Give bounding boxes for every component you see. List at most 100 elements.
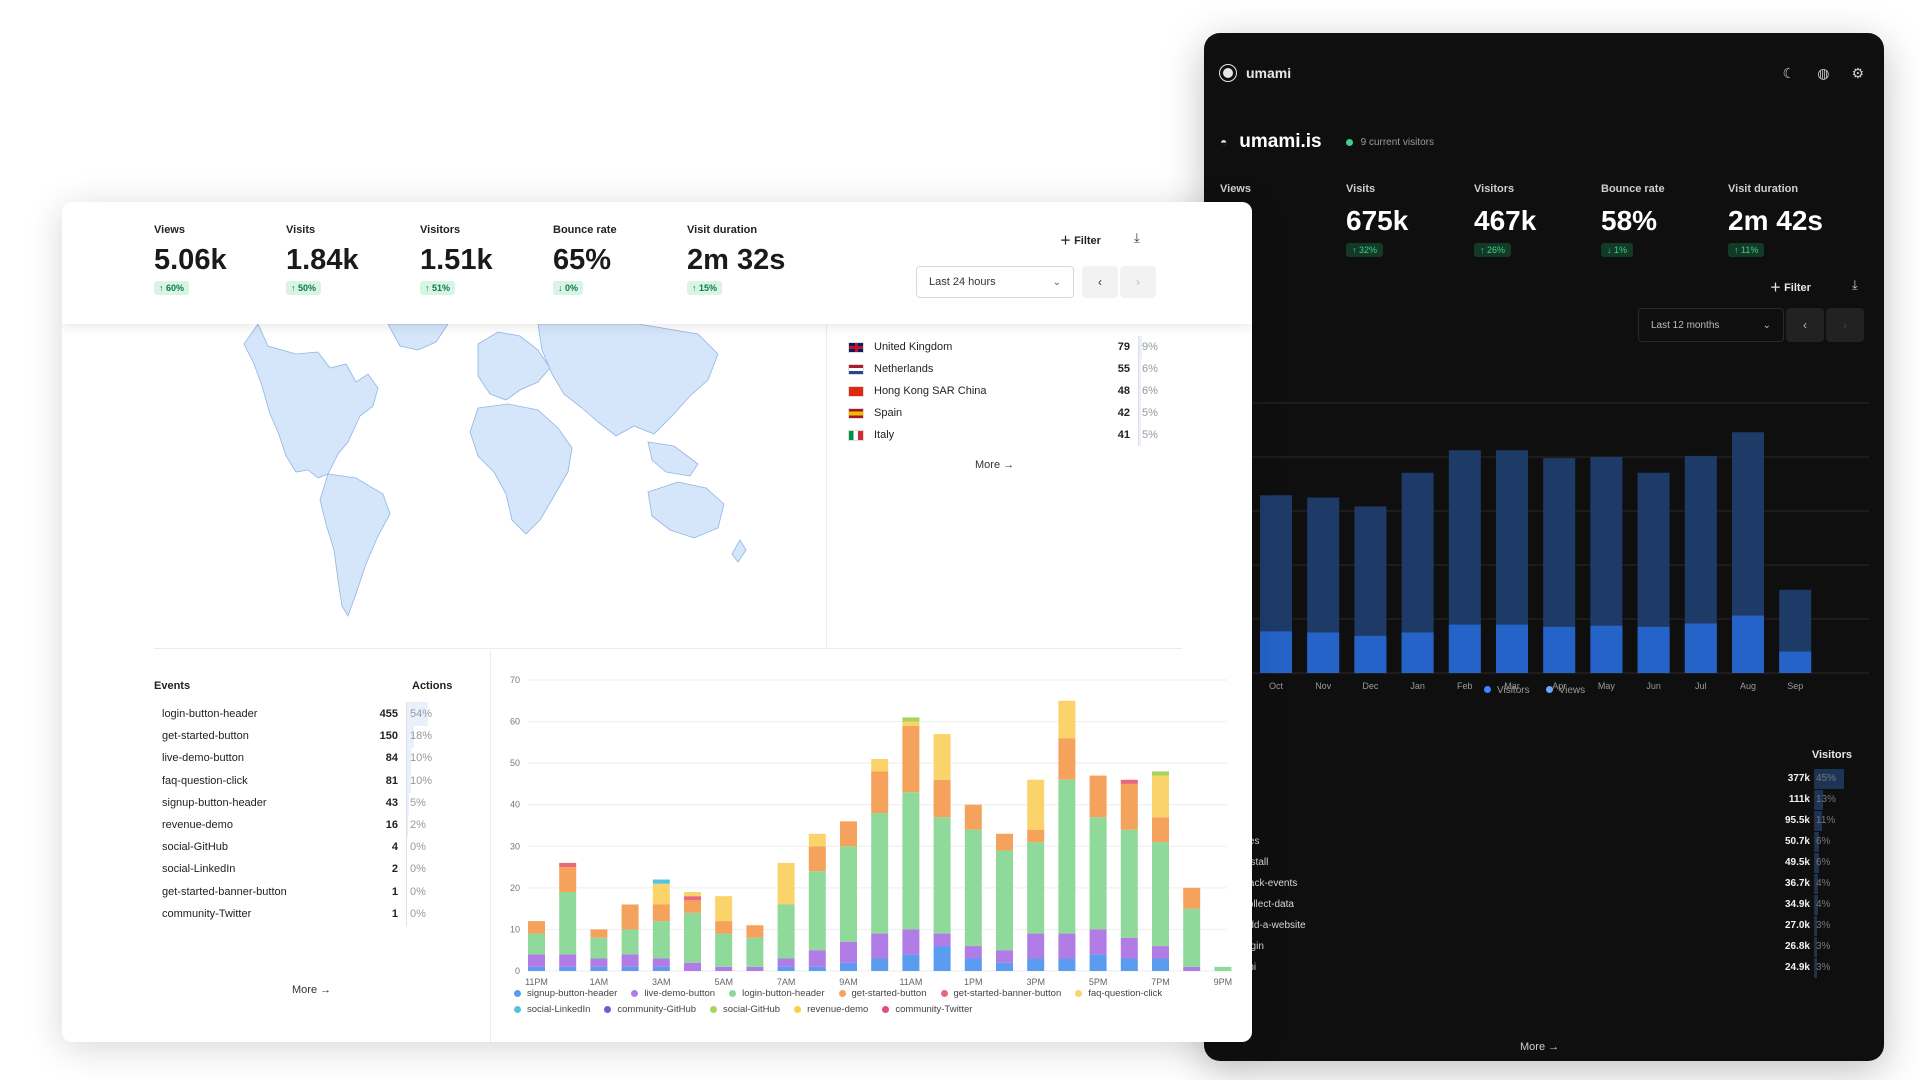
legend-item[interactable]: get-started-button [838,988,927,999]
legend-item[interactable]: social-LinkedIn [514,1004,590,1015]
legend-label: Visitors [1497,685,1530,696]
previous-period-button[interactable]: ‹ [1082,266,1118,298]
page-row[interactable]: 95.5k 11% [1204,811,1884,831]
gear-icon[interactable]: ⚙ [1851,64,1864,81]
visitors-bar [1779,651,1812,673]
world-map[interactable] [178,324,898,654]
legend-views[interactable]: Views [1545,685,1586,696]
bar-segment [933,817,951,934]
next-period-button[interactable]: › [1120,266,1156,298]
legend-item[interactable]: login-button-header [729,988,825,999]
metric-label: Views [1220,183,1251,195]
page-visitors: 49.5k [1784,857,1810,868]
legend-item[interactable]: community-GitHub [604,1004,696,1015]
legend-item[interactable]: revenue-demo [794,1004,868,1015]
metric-visit-duration[interactable]: Visit duration 2m 32s ↑ 15% [687,224,785,296]
metric-value: 2m 32s [687,244,786,276]
country-row[interactable]: Spain 42 5% [848,402,1178,424]
metric-visits[interactable]: Visits 1.84k ↑ 50% [286,224,359,296]
bar-segment [964,958,982,971]
flag-nl-icon [848,364,864,375]
page-row[interactable]: /install 49.5k 6% [1204,853,1884,873]
globe-icon[interactable]: ◍ [1817,64,1830,81]
page-percent: 4% [1816,878,1831,889]
page-row[interactable]: /login26.8k3% [1204,937,1884,957]
bar-segment [590,966,608,971]
visitors-bar [1260,631,1292,673]
bar-segment [808,871,826,951]
legend-dot-icon [604,1006,612,1013]
metric-change: ↑ 60% [154,281,190,295]
bar-segment [1183,966,1201,971]
date-range-select[interactable]: Last 24 hours ⌄ [916,266,1074,298]
filter-button[interactable]: ＋ Filter [1060,232,1101,248]
metric-visitors[interactable]: Visitors 467k ↑ 26% [1474,183,1536,258]
filter-button[interactable]: ＋ Filter [1770,279,1811,295]
page-row[interactable]: /add-a-website 27.0k 3% [1204,916,1884,936]
countries-more-link[interactable]: More → [975,459,1015,471]
metric-visit-duration[interactable]: Visit duration 2m 42s ↑ 11% [1728,183,1823,258]
country-percent-fill [1139,380,1142,402]
page-row[interactable]: /api24.9k3% [1204,958,1884,978]
page-row[interactable]: 377k 45% [1204,769,1884,789]
page-row[interactable]: ures50.7k6% [1204,832,1884,852]
legend-item[interactable]: social-GitHub [710,1004,780,1015]
pages-more-link[interactable]: More → [1520,1041,1560,1053]
page-row[interactable]: ng111k13% [1204,790,1884,810]
y-tick-label: 70 [510,675,520,685]
download-icon[interactable]: ⤓ [1852,277,1858,292]
metric-label: Visit duration [1728,183,1799,195]
legend-item[interactable]: get-started-banner-button [940,988,1061,999]
download-icon[interactable]: ⤓ [1134,230,1140,245]
metric-views[interactable]: Views 5.06k ↑ 60% [154,224,227,296]
metric-visitors[interactable]: Visitors 1.51k ↑ 51% [420,224,493,296]
bar-segment [590,937,608,959]
dark-top-bar: umami ☾ ◍ ⚙ [1220,61,1864,85]
metric-bounce-rate[interactable]: Bounce rate 58% ↓ 1% [1601,183,1665,258]
next-period-button[interactable]: › [1826,308,1864,342]
event-percent-bar [406,835,444,860]
legend-item[interactable]: live-demo-button [631,988,715,999]
page-row[interactable]: /collect-data 34.9k 4% [1204,895,1884,915]
y-tick-label: 50 [510,758,520,768]
bar-segment [1152,817,1169,843]
bar-segment [1152,958,1169,971]
page-row[interactable]: /track-events 36.7k 4% [1204,874,1884,894]
event-percent-bar [406,790,444,815]
country-row[interactable]: United Kingdom 79 9% [848,336,1178,358]
legend-label: Views [1558,685,1586,696]
event-name: login-button-header [162,708,258,720]
event-row[interactable]: community-Twitter 1 0% [154,901,464,926]
country-row[interactable]: Italy 41 5% [848,424,1178,446]
metric-visits[interactable]: Visits 675k ↑ 32% [1346,183,1408,258]
bar-segment [621,904,639,930]
event-row[interactable]: signup-button-header 43 5% [154,790,464,815]
event-row[interactable]: get-started-banner-button 1 0% [154,879,464,904]
legend-label: social-LinkedIn [527,1004,591,1015]
events-more-link[interactable]: More → [292,984,332,996]
legend-visitors[interactable]: Visitors [1484,685,1530,696]
moon-icon[interactable]: ☾ [1782,64,1796,81]
metric-bounce-rate[interactable]: Bounce rate 65% ↓ 0% [553,224,617,296]
event-row[interactable]: social-GitHub 4 0% [154,835,464,860]
date-range-select[interactable]: Last 12 months ⌄ [1638,308,1784,342]
page-percent: 3% [1816,941,1831,952]
event-row[interactable]: revenue-demo 16 2% [154,813,464,837]
legend-item[interactable]: community-Twitter [882,1004,972,1015]
country-row[interactable]: Hong Kong SAR China 48 6% [848,380,1178,402]
country-row[interactable]: Netherlands 55 6% [848,358,1178,380]
legend-item[interactable]: faq-question-click [1075,988,1162,999]
previous-period-button[interactable]: ‹ [1786,308,1824,342]
event-row[interactable]: login-button-header 455 54% [154,702,464,726]
chevron-down-icon: ⌄ [1762,319,1771,331]
event-row[interactable]: live-demo-button 84 10% [154,746,464,771]
site-name[interactable]: umami.is [1239,131,1322,152]
legend-item[interactable]: signup-button-header [514,988,617,999]
event-row[interactable]: social-LinkedIn 2 0% [154,857,464,882]
event-row[interactable]: get-started-button 150 18% [154,724,464,749]
page-percent-bar [1814,937,1850,957]
event-percent-bar [406,901,444,926]
light-dashboard-window: United Kingdom 79 9% Netherlands 55 6% Hong Ko… [62,202,1252,1042]
chevron-left-icon: ‹ [1803,318,1807,332]
event-row[interactable]: faq-question-click 81 10% [154,768,464,793]
